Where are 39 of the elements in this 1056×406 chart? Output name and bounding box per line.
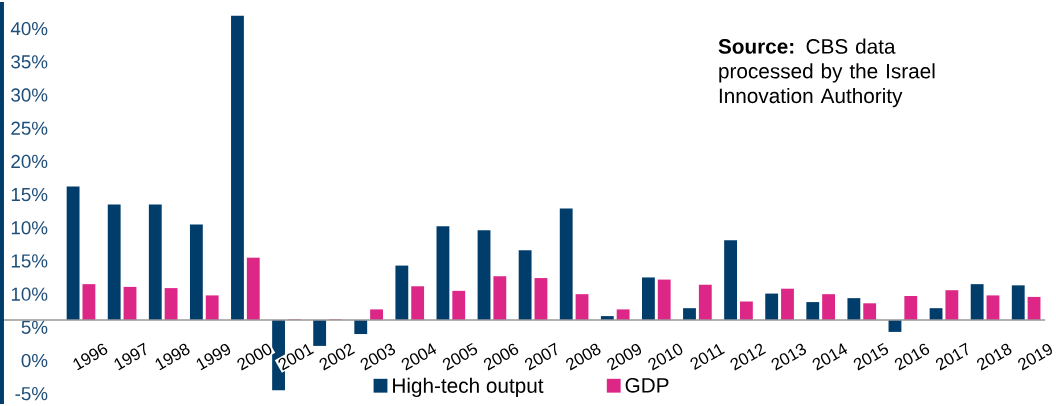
x-tick-label: 1998 bbox=[155, 343, 190, 371]
x-tick-label: 1999 bbox=[196, 343, 231, 371]
text: 35% bbox=[11, 55, 48, 69]
x-tick-label: 2011 bbox=[690, 344, 725, 370]
x-tick-label: 2008 bbox=[566, 343, 601, 371]
text: 10% bbox=[11, 287, 48, 301]
text: 20% bbox=[11, 154, 48, 169]
text: -5% bbox=[15, 387, 48, 401]
x-tick-label: 2010 bbox=[648, 343, 683, 371]
x-tick-label: 2004 bbox=[401, 343, 437, 371]
text: 15% bbox=[11, 187, 48, 202]
x-tick-label: 2003 bbox=[360, 343, 396, 371]
x-tick-label: 2005 bbox=[442, 342, 478, 371]
legend-label: High-tech output bbox=[393, 377, 544, 398]
text: 40% bbox=[10, 21, 48, 36]
x-tick-label: 2017 bbox=[935, 342, 968, 371]
x-tick-label: 2013 bbox=[771, 343, 807, 371]
text: 15% bbox=[11, 254, 48, 268]
x-tick-label: 2014 bbox=[812, 343, 848, 371]
x-tick-label: 2007 bbox=[524, 342, 557, 371]
x-tick-label: 2006 bbox=[483, 343, 519, 371]
text: 5% bbox=[21, 320, 48, 334]
text: 0% bbox=[21, 353, 48, 368]
x-tick-label: 2016 bbox=[894, 343, 930, 371]
x-tick-label: 2002 bbox=[319, 343, 355, 371]
x-tick-label: 2015 bbox=[853, 342, 889, 371]
x-tick-label: 2018 bbox=[977, 343, 1012, 371]
x-tick-label: 1996 bbox=[73, 343, 108, 371]
text: 10% bbox=[11, 221, 48, 235]
x-tick-label: 2009 bbox=[607, 343, 642, 371]
text: 30% bbox=[11, 88, 48, 102]
x-tick-label: 2012 bbox=[730, 343, 766, 371]
legend-label: GDP bbox=[625, 378, 669, 393]
text: 25% bbox=[11, 121, 48, 135]
x-tick-label: 2001 bbox=[278, 344, 314, 371]
x-tick-label: 1997 bbox=[114, 342, 147, 371]
x-tick-label: 2019 bbox=[1018, 343, 1052, 371]
x-tick-label: 2000 bbox=[237, 343, 272, 371]
annotation: Source: CBS data processed by the Israel Innovation Authority bbox=[718, 38, 935, 108]
